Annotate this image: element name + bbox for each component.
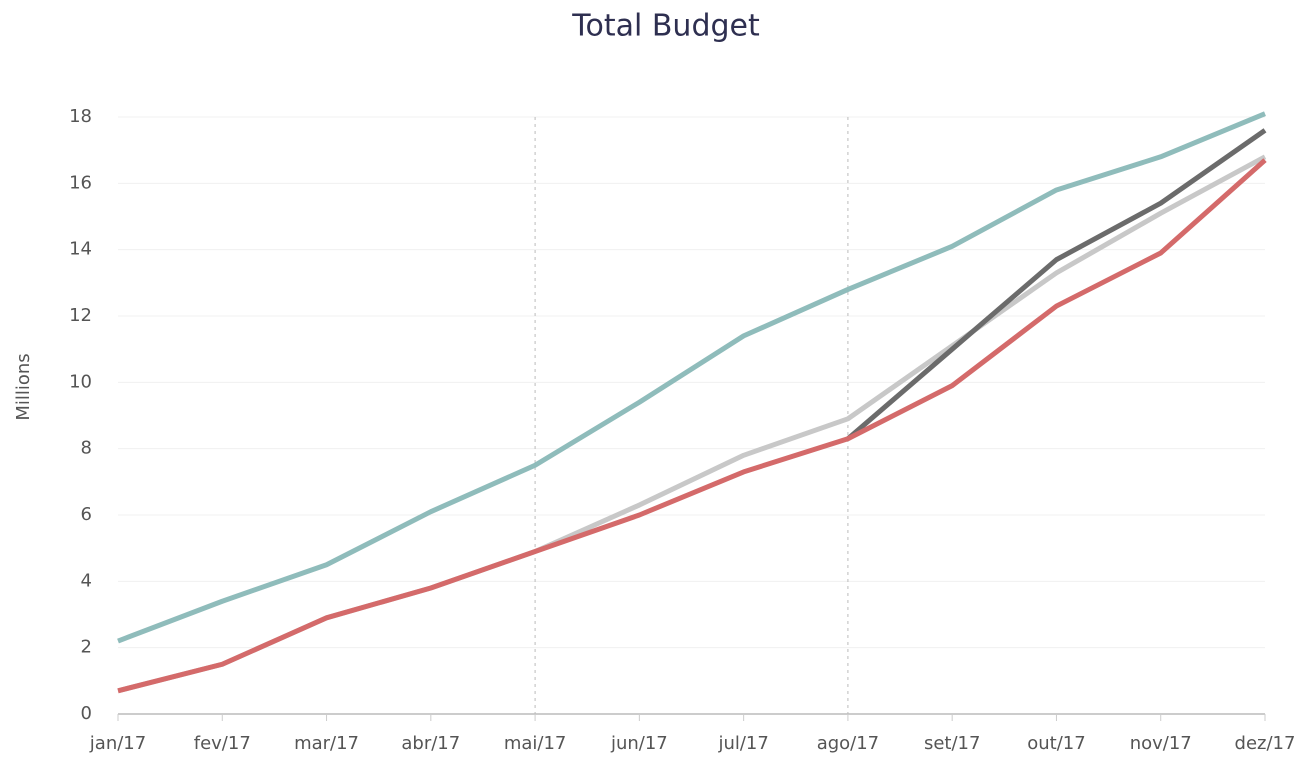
y-tick-label: 4 <box>81 570 92 591</box>
x-tick-label: jun/17 <box>610 733 668 754</box>
y-tick-label: 0 <box>81 703 92 724</box>
x-tick-label: dez/17 <box>1235 733 1296 754</box>
x-tick-label: abr/17 <box>401 733 460 754</box>
x-tick-label: mai/17 <box>504 733 567 754</box>
series-line <box>117 158 1267 694</box>
y-tick-label: 18 <box>69 106 92 127</box>
x-tick-label: nov/17 <box>1130 733 1192 754</box>
y-tick-label: 2 <box>81 637 92 658</box>
series-line <box>846 128 1267 441</box>
y-tick-label: 8 <box>81 438 92 459</box>
y-tick-label: 6 <box>81 504 92 525</box>
x-tick-label: mar/17 <box>294 733 359 754</box>
x-tick-label: set/17 <box>924 733 980 754</box>
x-tick-label: ago/17 <box>817 733 879 754</box>
y-tick-label: 10 <box>69 371 92 392</box>
x-tick-label: jan/17 <box>89 733 146 754</box>
series-line <box>117 111 1266 644</box>
x-tick-label: fev/17 <box>194 733 251 754</box>
chart-title: Total Budget <box>571 9 760 44</box>
x-tick-label: jul/17 <box>717 733 768 754</box>
y-tick-label: 12 <box>69 305 92 326</box>
y-tick-label: 14 <box>69 239 92 260</box>
y-axis-label: Millions <box>13 353 34 420</box>
x-tick-label: out/17 <box>1027 733 1085 754</box>
series-line <box>117 154 1267 694</box>
y-tick-label: 16 <box>69 172 92 193</box>
